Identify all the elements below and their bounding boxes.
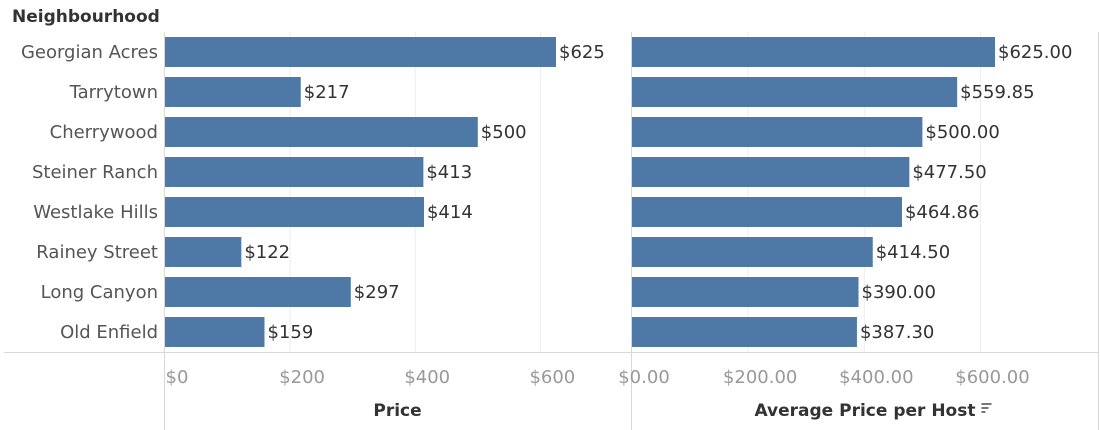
data-label: $559.85 bbox=[960, 82, 1034, 103]
bar[interactable] bbox=[165, 37, 556, 67]
x-axis-title[interactable]: Average Price per Host bbox=[755, 401, 976, 421]
x-axis-title[interactable]: Price bbox=[373, 401, 421, 421]
bar[interactable] bbox=[632, 117, 923, 147]
bar[interactable] bbox=[632, 197, 902, 227]
data-label: $217 bbox=[304, 82, 350, 103]
data-label: $500 bbox=[481, 122, 527, 143]
bar[interactable] bbox=[632, 37, 995, 67]
category-label: Georgian Acres bbox=[21, 42, 158, 63]
x-tick-label: $0.00 bbox=[618, 367, 670, 388]
data-label: $414 bbox=[427, 202, 473, 223]
bar[interactable] bbox=[165, 157, 424, 187]
bar[interactable] bbox=[165, 117, 478, 147]
bar[interactable] bbox=[165, 317, 265, 347]
bar[interactable] bbox=[165, 197, 424, 227]
bar[interactable] bbox=[165, 77, 301, 107]
x-tick-label: $400 bbox=[404, 367, 450, 388]
data-label: $500.00 bbox=[925, 122, 999, 143]
category-label: Cherrywood bbox=[50, 122, 158, 143]
bar[interactable] bbox=[165, 277, 351, 307]
x-tick-label: $600.00 bbox=[955, 367, 1029, 388]
x-tick-label: $400.00 bbox=[839, 367, 913, 388]
data-label: $159 bbox=[267, 322, 313, 343]
x-tick-label: $200.00 bbox=[723, 367, 797, 388]
category-label: Old Enfield bbox=[60, 322, 158, 343]
category-label: Long Canyon bbox=[41, 282, 158, 303]
category-label: Rainey Street bbox=[36, 242, 158, 263]
data-label: $625.00 bbox=[998, 42, 1072, 63]
data-label: $122 bbox=[244, 242, 290, 263]
category-label: Westlake Hills bbox=[33, 202, 158, 223]
data-label: $387.30 bbox=[860, 322, 934, 343]
category-label: Tarrytown bbox=[69, 82, 158, 103]
data-label: $414.50 bbox=[876, 242, 950, 263]
bar[interactable] bbox=[632, 277, 859, 307]
data-label: $390.00 bbox=[862, 282, 936, 303]
data-label: $625 bbox=[559, 42, 605, 63]
data-label: $297 bbox=[354, 282, 400, 303]
data-label: $413 bbox=[426, 162, 472, 183]
bar[interactable] bbox=[632, 77, 958, 107]
bar[interactable] bbox=[632, 317, 857, 347]
bar[interactable] bbox=[632, 157, 910, 187]
category-label: Steiner Ranch bbox=[32, 162, 158, 183]
row-header-title: Neighbourhood bbox=[12, 7, 160, 27]
x-tick-label: $0 bbox=[166, 367, 189, 388]
x-tick-label: $600 bbox=[529, 367, 575, 388]
data-label: $477.50 bbox=[912, 162, 986, 183]
bar[interactable] bbox=[165, 237, 242, 267]
sort-descending-icon[interactable] bbox=[981, 403, 992, 413]
x-tick-label: $200 bbox=[279, 367, 325, 388]
bar[interactable] bbox=[632, 237, 873, 267]
data-label: $464.86 bbox=[905, 202, 979, 223]
